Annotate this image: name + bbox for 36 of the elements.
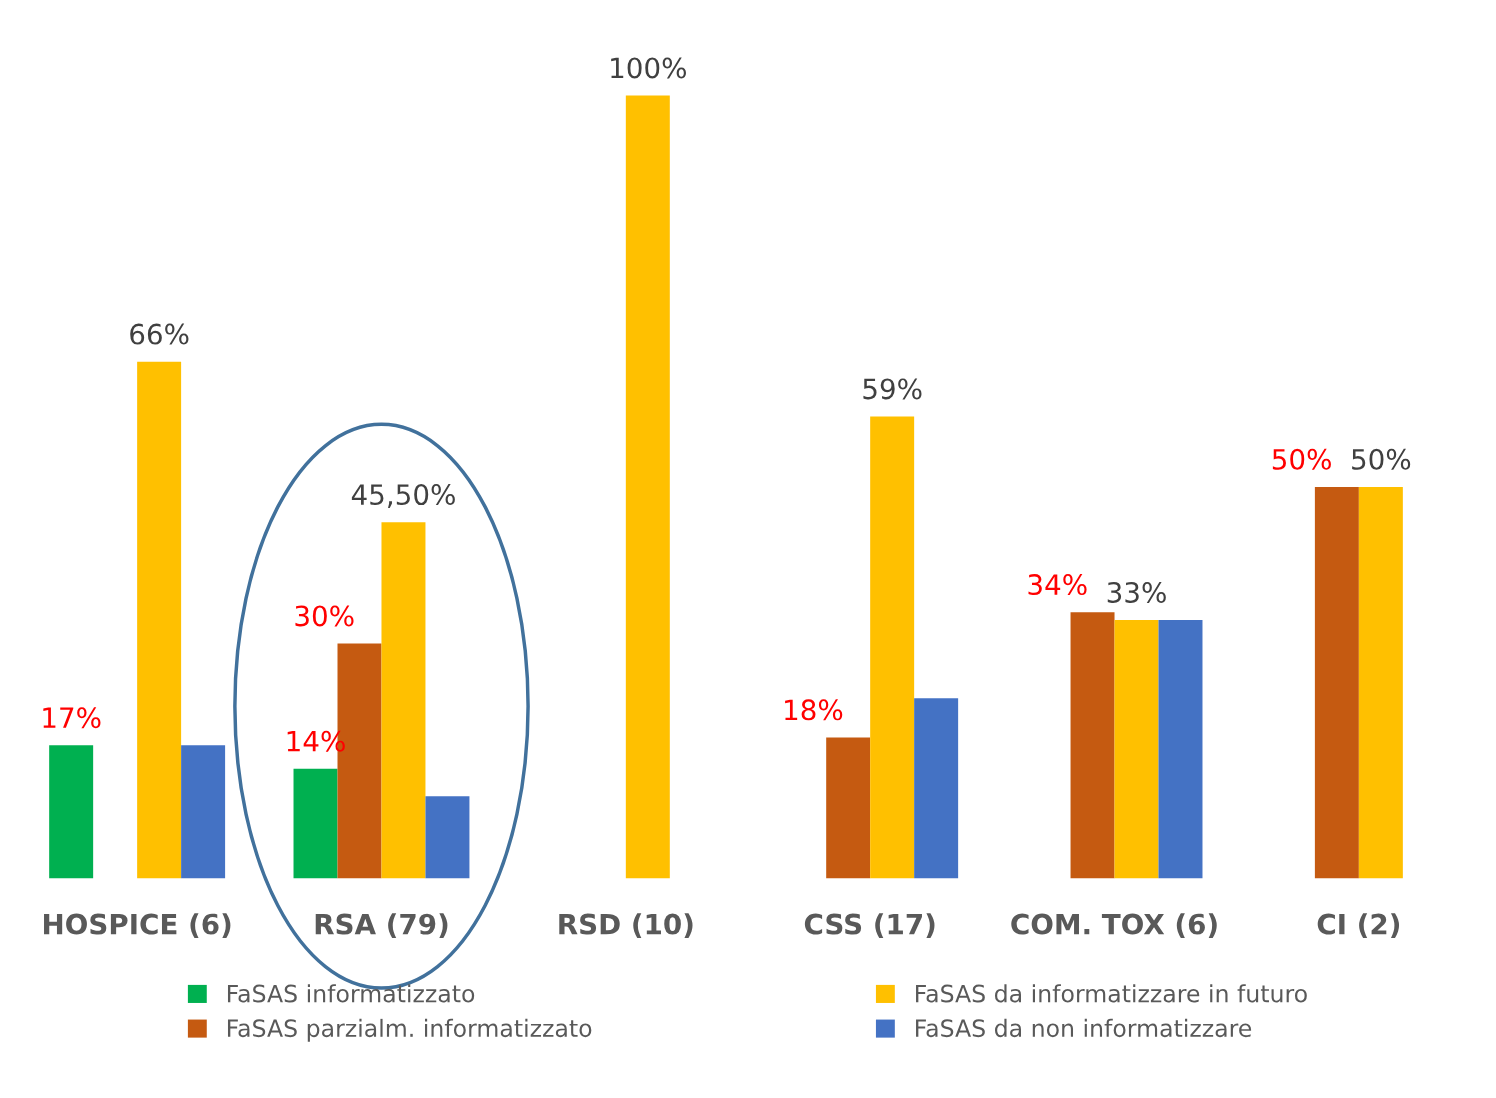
bar (826, 737, 871, 879)
legend-label: FaSAS da informatizzare in futuro (916, 984, 1307, 1003)
data-label: 18% (785, 699, 843, 721)
data-label: 66% (130, 323, 189, 345)
bar (870, 416, 915, 879)
legend-label: FaSAS informatizzato (227, 984, 475, 1003)
legend-label: FaSAS parzialm. informatizzato (227, 1018, 592, 1042)
bar (293, 768, 338, 879)
data-label: 33% (1107, 581, 1166, 603)
bar (49, 745, 94, 879)
x-tick-label: CI (2) (1317, 913, 1400, 938)
data-label: 100% (611, 57, 686, 79)
bar (1114, 620, 1159, 879)
bar (625, 95, 670, 879)
data-label: 50% (1272, 448, 1331, 470)
x-tick-label: CSS (17) (804, 913, 935, 938)
data-label: 34% (1028, 574, 1087, 596)
bar (914, 698, 959, 879)
x-tick-label: RSA (79) (315, 913, 448, 938)
bar (1070, 612, 1115, 879)
data-label: 59% (863, 378, 922, 400)
x-tick-label: RSD (10) (559, 913, 693, 938)
bar (425, 796, 470, 879)
x-tick-label: COM. TOX (6) (1011, 913, 1217, 938)
bar (1314, 486, 1359, 879)
legend-label: FaSAS da non informatizzare (916, 1018, 1252, 1038)
data-label: 17% (43, 707, 101, 729)
data-label: 45,50% (351, 484, 455, 508)
data-label: 30% (295, 605, 354, 627)
bar (137, 361, 182, 879)
bar (381, 522, 426, 879)
x-tick-label: HOSPICE (6) (44, 913, 231, 938)
bar (1358, 486, 1403, 879)
data-label: 50% (1352, 448, 1411, 470)
bar (1158, 620, 1203, 879)
bar (181, 745, 226, 879)
